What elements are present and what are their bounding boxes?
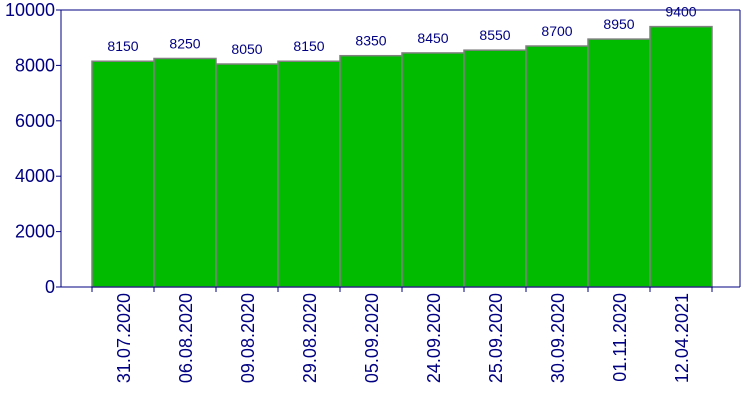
y-tick-label-5: 10000: [5, 0, 55, 20]
data-label-4: 8150: [293, 38, 324, 54]
bar-9: [587, 38, 651, 288]
data-label-10: 9400: [665, 4, 696, 20]
category-label-5: 05.09.2020: [362, 293, 382, 383]
data-label-1: 8150: [107, 38, 138, 54]
bar-5: [339, 54, 403, 288]
data-label-8: 8700: [541, 23, 572, 39]
y-tick-label-1: 2000: [15, 222, 55, 242]
bar-7: [463, 49, 527, 288]
bar-2: [153, 57, 217, 288]
y-tick-label-4: 8000: [15, 55, 55, 75]
bar-6: [401, 52, 465, 288]
bar-4: [277, 60, 341, 288]
bar-3: [215, 63, 279, 288]
y-tick-label-2: 4000: [15, 166, 55, 186]
category-label-2: 06.08.2020: [176, 293, 196, 383]
category-label-8: 30.09.2020: [548, 293, 568, 383]
data-label-3: 8050: [231, 41, 262, 57]
category-label-10: 12.04.2021: [672, 293, 692, 383]
labels-layer: 8150 31.07.2020 8250 06.08.2020 8050 09.08.20…: [5, 0, 697, 383]
bar-10: [649, 25, 713, 288]
bar-8: [525, 45, 589, 288]
category-label-1: 31.07.2020: [114, 293, 134, 383]
category-label-6: 24.09.2020: [424, 293, 444, 383]
category-label-4: 29.08.2020: [300, 293, 320, 383]
data-label-5: 8350: [355, 33, 386, 49]
category-label-7: 25.09.2020: [486, 293, 506, 383]
data-label-2: 8250: [169, 35, 200, 51]
bars-layer: [91, 25, 713, 288]
axes-layer: [56, 9, 741, 292]
data-label-6: 8450: [417, 30, 448, 46]
data-label-7: 8550: [479, 27, 510, 43]
y-tick-label-3: 6000: [15, 111, 55, 131]
bar-1: [91, 60, 155, 288]
category-label-3: 09.08.2020: [238, 293, 258, 383]
category-label-9: 01.11.2020: [610, 293, 630, 382]
y-tick-label-0: 0: [45, 277, 55, 297]
data-label-9: 8950: [603, 16, 634, 32]
